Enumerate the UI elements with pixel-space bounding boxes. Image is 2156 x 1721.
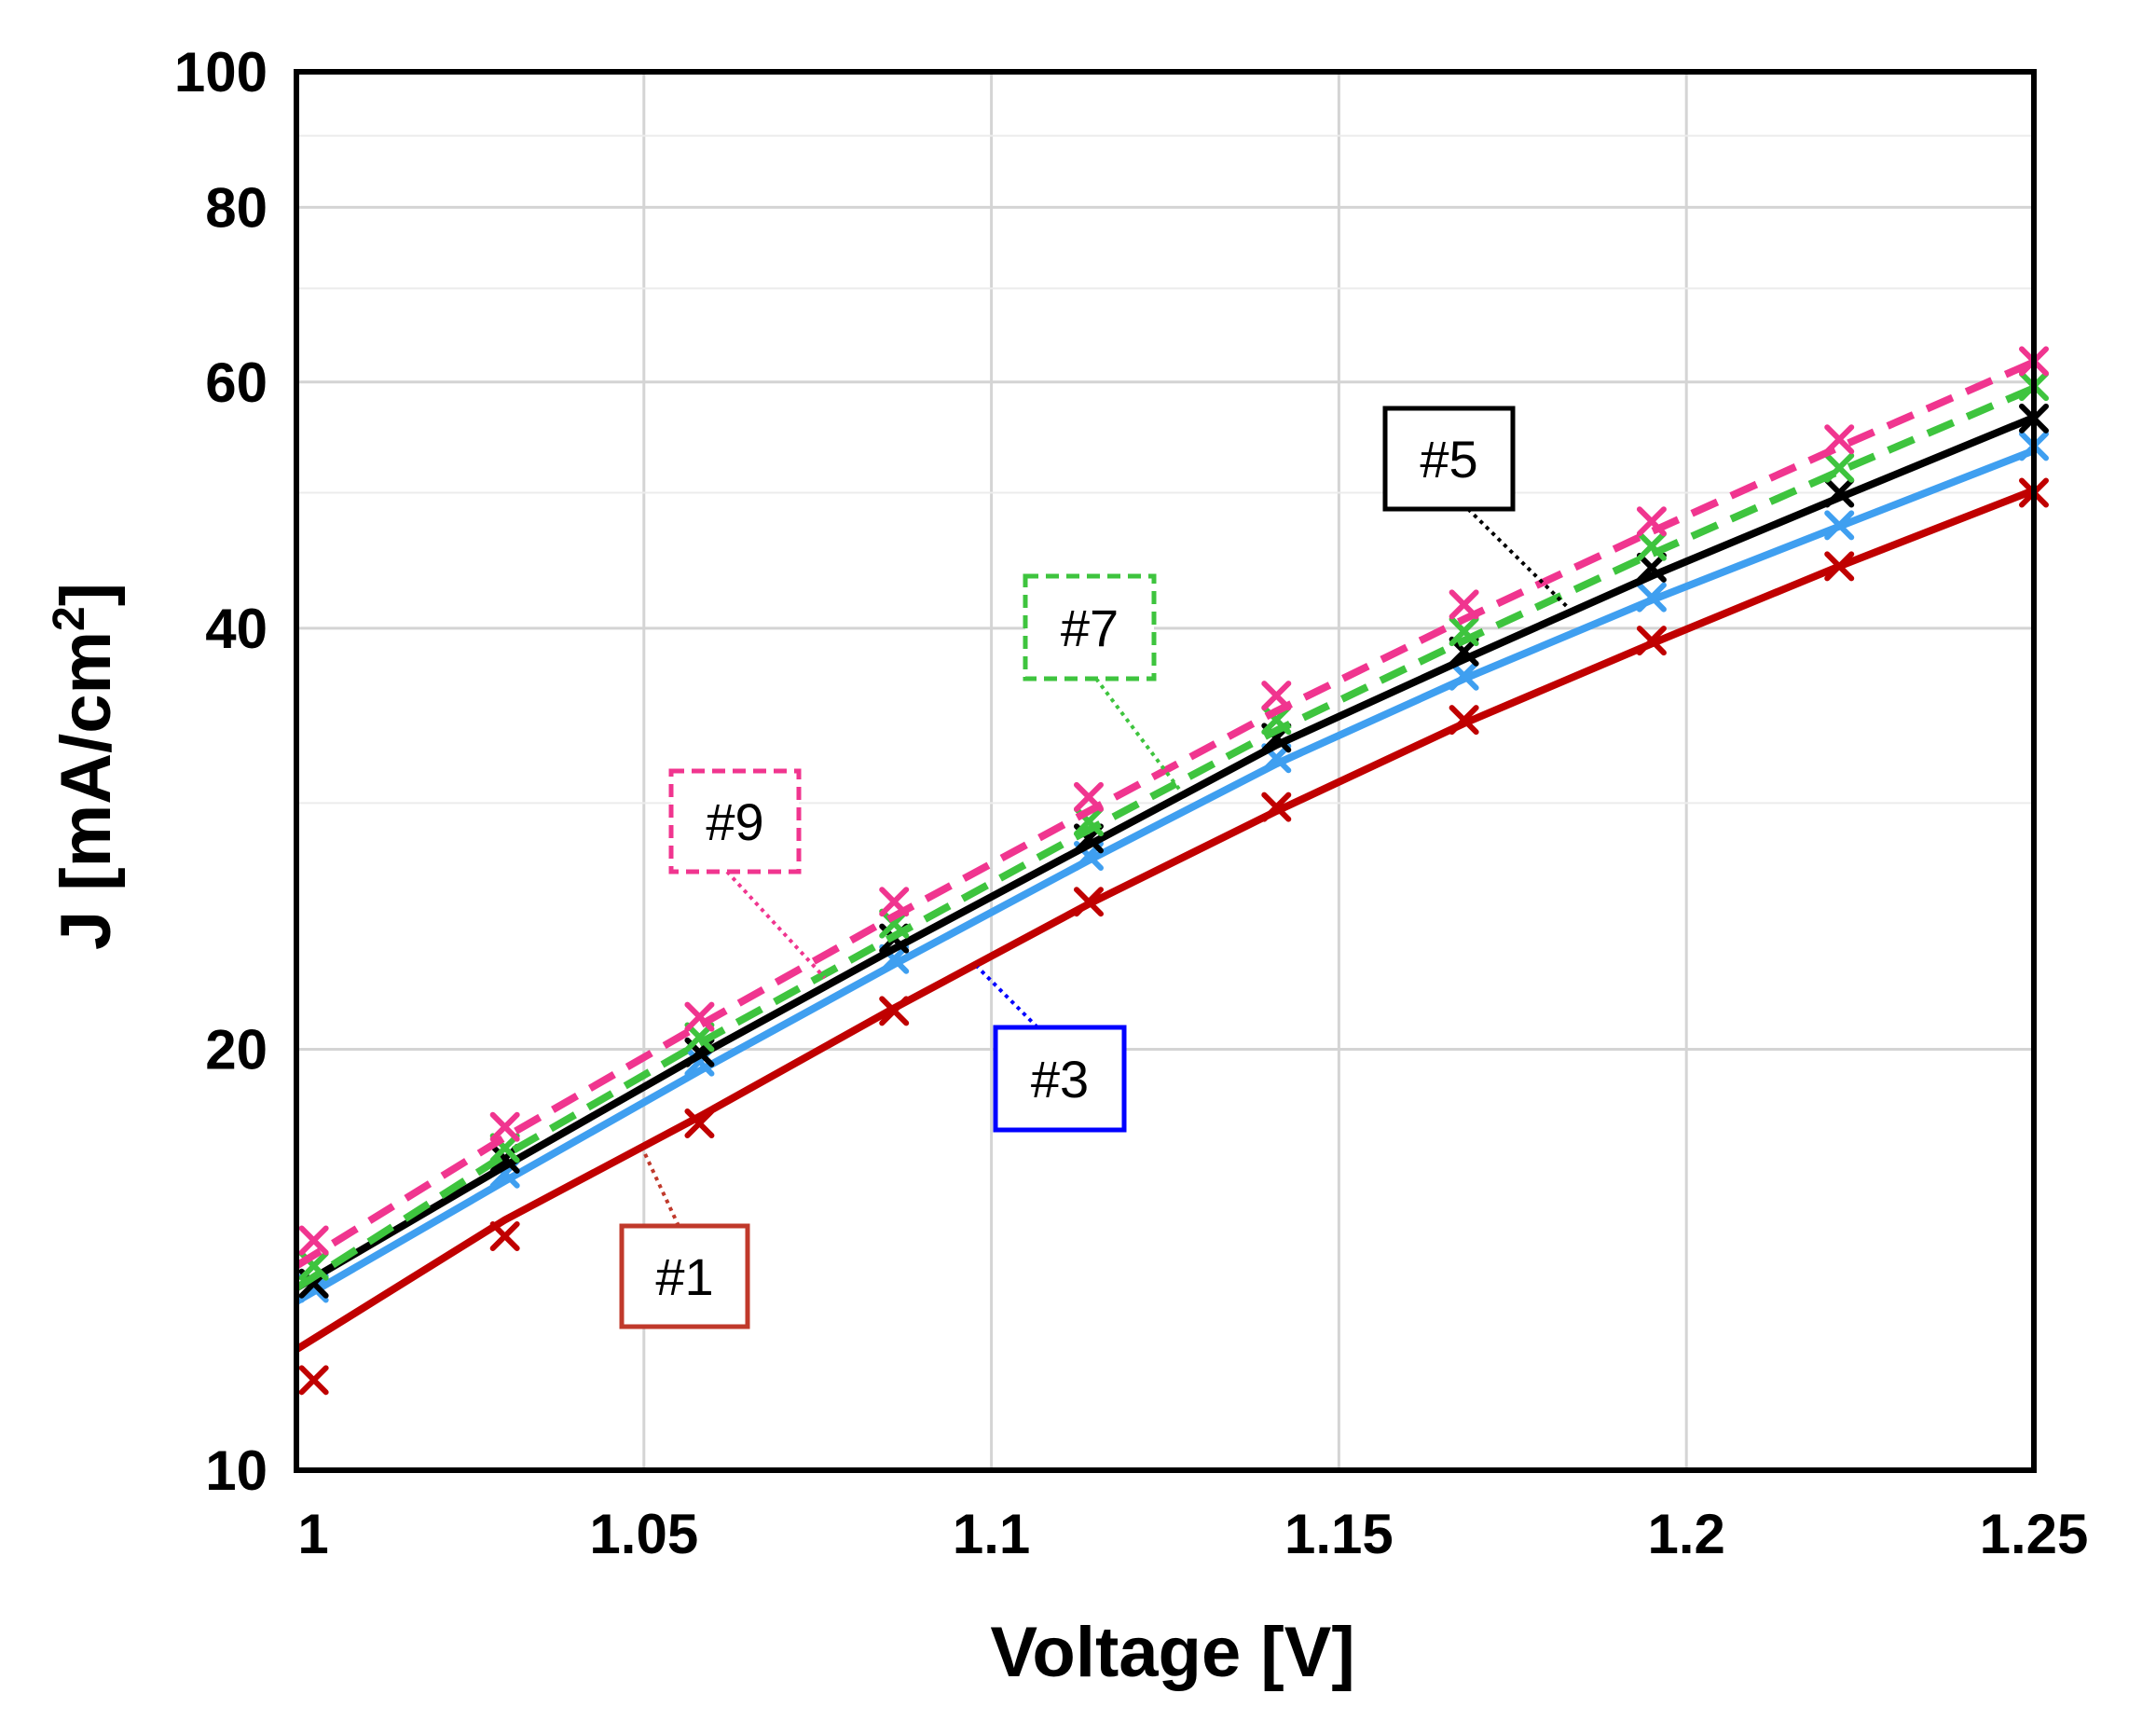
data-point-n5-6 [1449, 636, 1479, 667]
data-point-n7-7 [1636, 530, 1667, 561]
data-point-n1-4 [1073, 887, 1104, 917]
x-tick-label-1: 1.05 [589, 1503, 698, 1565]
series-n5 [294, 403, 2049, 1299]
annotation-box-n5 [1382, 406, 1516, 512]
x-tick-label-0: 1 [297, 1503, 328, 1565]
data-point-n5-1 [489, 1143, 520, 1174]
annotation-box-n1 [619, 1223, 750, 1329]
data-point-n3-8 [1824, 510, 1855, 541]
data-point-n1-7 [1636, 626, 1667, 656]
data-point-n9-4 [1073, 781, 1104, 812]
data-point-n3-6 [1449, 660, 1479, 691]
data-point-n7-2 [684, 1022, 715, 1053]
y-axis-title-main: J [mA/cm [47, 631, 126, 950]
data-point-n1-2 [684, 1108, 715, 1139]
data-point-n1-1 [489, 1221, 520, 1252]
data-point-n9-1 [489, 1111, 520, 1142]
data-point-n1-0 [298, 1365, 329, 1396]
series-line-n1 [294, 487, 2036, 1353]
annotation-n7: #7 [1023, 573, 1181, 791]
data-point-n9-8 [1824, 424, 1855, 455]
data-point-n1-8 [1824, 551, 1855, 582]
series-line-n3 [294, 447, 2036, 1305]
y-axis-title: J [mA/cm2] [45, 583, 126, 950]
data-point-n1-5 [1261, 792, 1292, 822]
y-tick-label-5: 100 [174, 41, 268, 103]
annotation-n9: #9 [668, 768, 827, 980]
series-layer [294, 346, 2049, 1396]
series-n9 [294, 346, 2049, 1270]
annotation-layer: #1 #3 #5 #7 #9 [619, 406, 1577, 1329]
x-tick-label-3: 1.15 [1284, 1503, 1394, 1565]
x-tick-label-5: 1.25 [1980, 1503, 2089, 1565]
data-point-n9-0 [298, 1225, 329, 1256]
series-line-n7 [294, 384, 2036, 1291]
annotation-n1: #1 [619, 1150, 750, 1329]
y-tick-label-1: 20 [205, 1018, 268, 1081]
data-point-n7-8 [1824, 452, 1855, 483]
annotation-leader-n7 [1094, 677, 1181, 791]
series-n1 [294, 477, 2049, 1396]
data-point-n5-8 [1824, 477, 1855, 508]
data-point-n9-7 [1636, 506, 1667, 537]
x-tick-label-2: 1.1 [953, 1503, 1030, 1565]
y-axis-title-superscript: 2 [45, 606, 94, 631]
annotation-label-n9: #9 [706, 792, 763, 851]
data-point-n1-3 [879, 996, 910, 1026]
data-point-n9-2 [684, 1001, 715, 1032]
y-axis-title-close: ] [47, 583, 126, 606]
annotation-box-n7 [1023, 573, 1157, 682]
annotation-box-n3 [993, 1025, 1127, 1133]
annotation-n3: #3 [976, 965, 1127, 1133]
data-point-n9-5 [1261, 681, 1292, 711]
y-tick-label-3: 60 [205, 351, 268, 414]
annotation-box-n9 [668, 768, 802, 874]
y-tick-label-4: 80 [205, 176, 268, 239]
annotation-leader-n3 [976, 965, 1039, 1029]
data-point-n9-6 [1449, 589, 1479, 620]
annotation-label-n1: #1 [655, 1247, 713, 1306]
series-n3 [294, 431, 2049, 1305]
plot-frame [294, 69, 2037, 1473]
data-point-n9-3 [879, 887, 910, 917]
annotation-label-n7: #7 [1061, 599, 1119, 657]
annotation-leader-n1 [641, 1150, 680, 1227]
series-line-n5 [294, 414, 2036, 1291]
x-axis-title: Voltage [V] [990, 1613, 1354, 1692]
y-tick-label-0: 10 [205, 1439, 268, 1502]
data-point-n5-7 [1636, 552, 1667, 583]
data-point-n7-6 [1449, 616, 1479, 647]
annotation-leader-n9 [725, 870, 827, 980]
x-tick-label-4: 1.2 [1647, 1503, 1724, 1565]
annotation-label-n5: #5 [1420, 430, 1477, 489]
series-line-n9 [294, 358, 2036, 1270]
annotation-label-n3: #3 [1031, 1050, 1089, 1108]
annotation-n5: #5 [1382, 406, 1577, 616]
data-point-n1-6 [1449, 705, 1479, 736]
tick-labels: 1 1.05 1.1 1.15 1.2 1.25 10 20 40 60 80 100 [174, 41, 2089, 1565]
y-tick-label-2: 40 [205, 598, 268, 660]
data-point-n3-7 [1636, 582, 1667, 613]
